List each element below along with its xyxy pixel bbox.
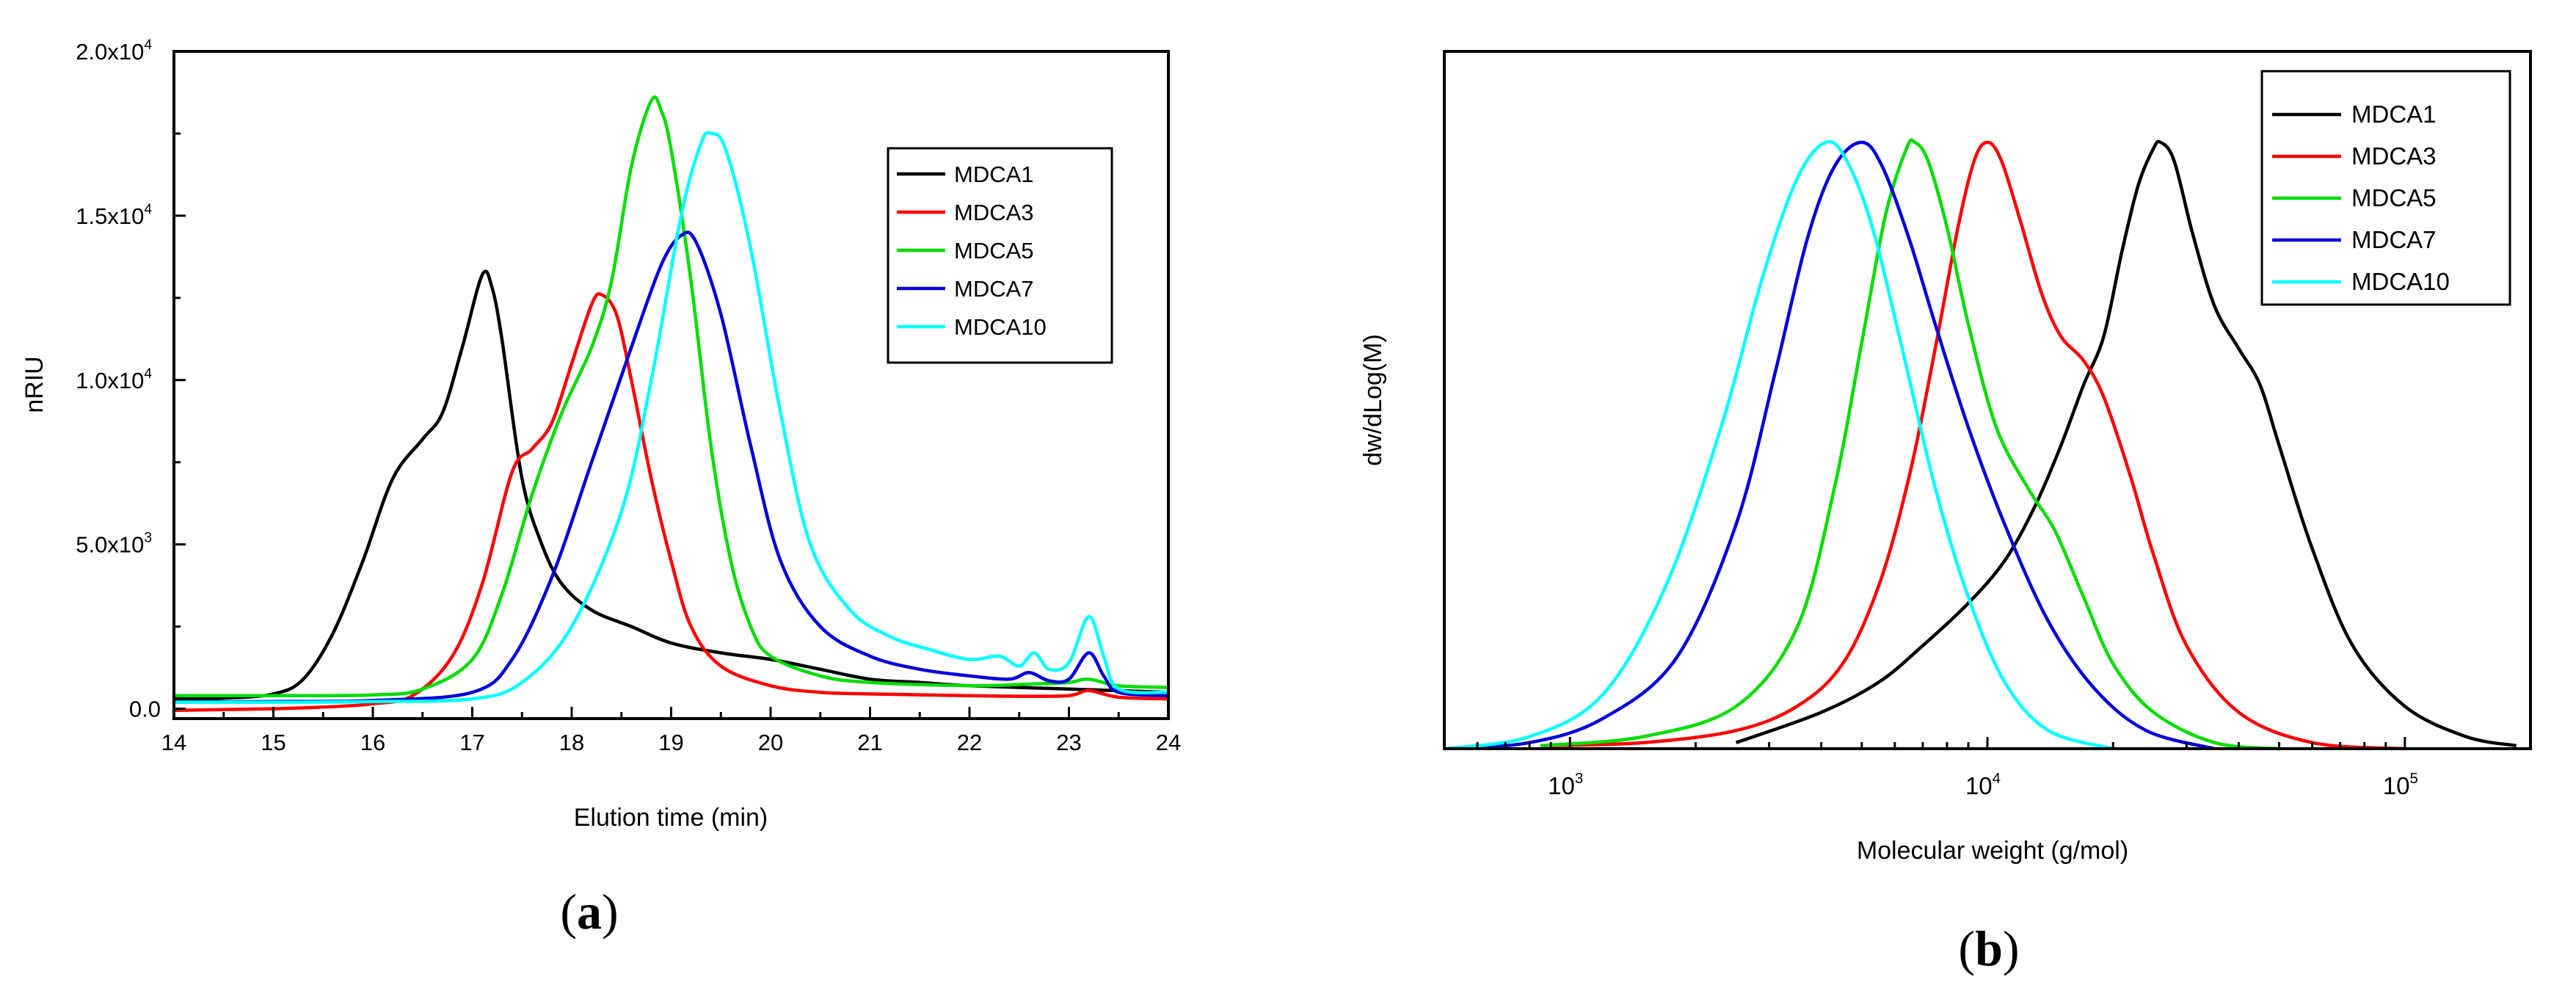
panel-b-legend-box <box>2260 70 2511 306</box>
panel-a-y-tick-label-base: 1.0x10 <box>76 368 144 393</box>
panel-b-series-mdca5 <box>1540 138 2280 751</box>
panel-a-x-tick-label: 16 <box>360 730 385 755</box>
panel-a-x-tick-label-base: 16 <box>360 730 385 755</box>
panel-a-y-tick-label: 0.0 <box>129 697 161 722</box>
panel-b-series-mdca10 <box>1444 139 2114 751</box>
panel-b-x-tick-label: 103 <box>1548 770 1583 799</box>
panel-b-x-tick-label: 105 <box>2383 770 2418 799</box>
panel-a-x-tick-label-base: 20 <box>758 730 783 755</box>
panel-b-chart: 103 104 105 Molecular weight (g/mol) dw/dL… <box>1359 50 2532 976</box>
panel-b-legend-label-mdca10: MDCA10 <box>2351 268 2450 295</box>
panel-a-x-tick-label: 21 <box>857 730 882 755</box>
panel-b-x-axis-label: Molecular weight (g/mol) <box>1857 837 2128 865</box>
panel-b-x-tick-label-base: 10 <box>2383 772 2410 799</box>
panel-a-x-axis-label: Elution time (min) <box>574 804 768 832</box>
panel-a-series-mdca7 <box>173 230 1169 704</box>
panel-b-legend: MDCA1 MDCA3 MDCA5 MDCA7 MDCA10 <box>2260 70 2511 306</box>
panel-a-x-tick-label-base: 23 <box>1056 730 1081 755</box>
panel-a-y-tick-label-exponent: 3 <box>144 531 152 546</box>
panel-a-y-tick-label-exponent: 4 <box>144 202 152 217</box>
panel-a-chart: 14 15 16 17 18 19 20 21 22 23 24 0.05.0x1031.0x104… <box>21 37 1181 940</box>
panel-b-legend-label-mdca3: MDCA3 <box>2351 142 2437 170</box>
panel-a-x-tick-label-base: 24 <box>1156 730 1181 755</box>
panel-b-legend-label-mdca1: MDCA1 <box>2351 101 2437 128</box>
panel-b-y-axis-label: dw/dLog(M) <box>1359 334 1387 466</box>
panel-b-x-tick-label-base: 10 <box>1548 772 1575 799</box>
panel-b-legend-label-mdca7: MDCA7 <box>2351 226 2437 253</box>
panel-a-y-tick-label-exponent: 4 <box>144 366 152 382</box>
panel-a-x-tick-label-base: 19 <box>658 730 683 755</box>
panel-b-x-tick-label-exponent: 3 <box>1575 770 1583 787</box>
panel-b-caption: (b) <box>1958 920 2019 976</box>
panel-b-x-ticks: 103 104 105 <box>1443 737 2532 799</box>
panel-b-x-tick-label-exponent: 4 <box>1993 770 2001 787</box>
panel-a-legend-label-mdca3: MDCA3 <box>954 200 1034 225</box>
panel-a-x-tick-label: 15 <box>261 730 285 755</box>
panel-b-x-tick-label: 104 <box>1965 770 2001 799</box>
panel-a-y-tick-label-base: 0.0 <box>129 697 161 722</box>
panel-a-y-tick-label-base: 2.0x10 <box>76 39 144 65</box>
panel-a-x-tick-label: 23 <box>1056 730 1081 755</box>
panel-a-y-tick-label: 1.5x104 <box>76 202 152 229</box>
panel-a-legend: MDCA1 MDCA3 MDCA5 MDCA7 MDCA10 <box>887 147 1113 364</box>
panel-b-legend-label-mdca5: MDCA5 <box>2351 184 2437 211</box>
panel-a-x-tick-label-base: 21 <box>857 730 882 755</box>
panel-a-x-tick-label: 17 <box>459 730 484 755</box>
panel-a-y-axis-label: nRIU <box>21 356 48 413</box>
panel-a-legend-label-mdca5: MDCA5 <box>954 238 1034 264</box>
panel-a-caption: (a) <box>560 884 618 940</box>
panel-a-y-tick-label-base: 5.0x10 <box>76 532 144 558</box>
panel-b-x-tick-label-exponent: 5 <box>2409 770 2417 787</box>
panel-b-x-tick-label-base: 10 <box>1965 772 1993 799</box>
panel-a-series-mdca3 <box>173 292 1169 713</box>
panel-a-series-mdca5 <box>173 95 1169 697</box>
panel-a-x-tick-label: 20 <box>758 730 783 755</box>
panel-b-caption-letter: b <box>1975 920 2003 976</box>
panel-b-series-mdca7 <box>1444 140 2216 751</box>
panel-a-y-tick-label-base: 1.5x10 <box>76 203 144 229</box>
panel-a-legend-label-mdca10: MDCA10 <box>954 314 1047 340</box>
panel-a-y-tick-label: 1.0x104 <box>76 366 152 393</box>
panel-a-x-tick-label: 18 <box>559 730 584 755</box>
panel-b-series-group <box>1444 138 2517 751</box>
panel-a-y-tick-label: 2.0x104 <box>76 37 152 65</box>
panel-a-x-ticks: 14 15 16 17 18 19 20 21 22 23 24 <box>161 707 1181 755</box>
panel-a-x-tick-label-base: 15 <box>261 730 285 755</box>
panel-a-x-tick-label-base: 17 <box>459 730 484 755</box>
panel-a-x-tick-label: 22 <box>957 730 982 755</box>
panel-a-x-tick-label-base: 22 <box>957 730 982 755</box>
panel-a-caption-letter: a <box>577 884 602 940</box>
panel-a-series-mdca1 <box>173 269 1169 701</box>
panel-a-x-tick-label: 19 <box>658 730 683 755</box>
panel-a-y-tick-label: 5.0x103 <box>76 531 152 558</box>
panel-a-x-tick-label-base: 18 <box>559 730 584 755</box>
panel-b-series-mdca1 <box>1735 139 2517 748</box>
panel-a-x-tick-label: 14 <box>161 730 186 755</box>
panel-a-legend-label-mdca1: MDCA1 <box>954 161 1034 187</box>
panel-a-x-tick-label: 24 <box>1156 730 1181 755</box>
panel-a-x-tick-label-base: 14 <box>161 730 186 755</box>
panel-a-series-mdca10 <box>173 131 1169 704</box>
panel-a-legend-label-mdca7: MDCA7 <box>954 276 1034 302</box>
panel-a-series-group <box>173 95 1169 713</box>
panel-a-y-tick-label-exponent: 4 <box>144 37 152 53</box>
panel-b-series-mdca3 <box>1540 140 2405 751</box>
